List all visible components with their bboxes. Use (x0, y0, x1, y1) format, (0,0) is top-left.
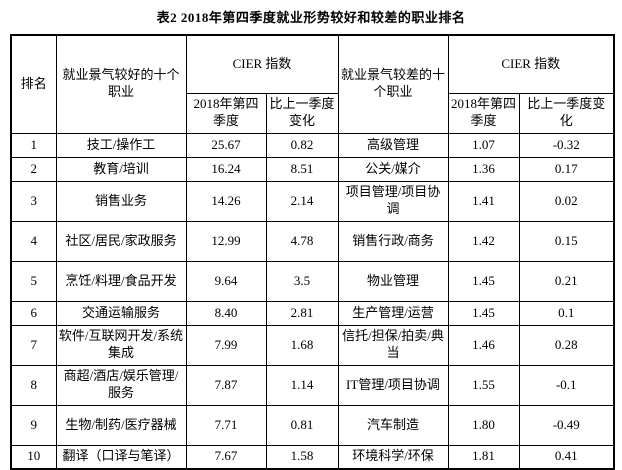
cell-bad-occupation: 信托/担保/拍卖/典当 (337, 324, 449, 366)
cell-good-cier: 7.67 (185, 444, 267, 470)
cell-bad-occupation: 销售行政/商务 (337, 220, 449, 262)
cell-rank: 1 (10, 132, 57, 158)
cell-bad-cier: 1.42 (447, 220, 520, 262)
cell-good-occupation: 软件/互联网开发/系统集成 (55, 324, 187, 366)
cell-bad-cier: 1.41 (447, 180, 520, 222)
cell-good-occupation: 商超/酒店/娱乐管理/服务 (55, 364, 187, 406)
cell-good-cier: 16.24 (185, 156, 267, 182)
header-change-good: 比上一季度变化 (265, 92, 339, 134)
cell-good-change: 3.5 (265, 260, 339, 302)
table-row: 4 社区/居民/家政服务 12.99 4.78 销售行政/商务 1.42 0.1… (10, 220, 615, 262)
cell-rank: 6 (10, 300, 57, 326)
cell-bad-cier: 1.45 (447, 260, 520, 302)
header-good-occupation: 就业景气较好的十个职业 (55, 34, 187, 134)
table-row: 8 商超/酒店/娱乐管理/服务 7.87 1.14 IT管理/项目协调 1.55… (10, 364, 615, 406)
cell-rank: 2 (10, 156, 57, 182)
header-cier-index-bad: CIER 指数 (447, 34, 615, 94)
cell-bad-change: 0.02 (518, 180, 615, 222)
cell-good-cier: 25.67 (185, 132, 267, 158)
cell-bad-occupation: 物业管理 (337, 260, 449, 302)
table-row: 5 烹饪/料理/食品开发 9.64 3.5 物业管理 1.45 0.21 (10, 260, 615, 302)
cell-bad-occupation: 高级管理 (337, 132, 449, 158)
cell-rank: 5 (10, 260, 57, 302)
cell-good-occupation: 烹饪/料理/食品开发 (55, 260, 187, 302)
cell-good-occupation: 销售业务 (55, 180, 187, 222)
header-q4-2018-bad: 2018年第四季度 (447, 92, 520, 134)
header-cier-index-good: CIER 指数 (185, 34, 339, 94)
cell-bad-change: 0.28 (518, 324, 615, 366)
header-change-bad: 比上一季度变化 (518, 92, 615, 134)
cell-bad-change: 0.17 (518, 156, 615, 182)
cell-good-cier: 14.26 (185, 180, 267, 222)
cell-bad-change: -0.49 (518, 404, 615, 446)
cell-rank: 3 (10, 180, 57, 222)
cell-good-change: 2.81 (265, 300, 339, 326)
table-row: 1 技工/操作工 25.67 0.82 高级管理 1.07 -0.32 (10, 132, 615, 158)
cell-good-occupation: 交通运输服务 (55, 300, 187, 326)
cell-bad-cier: 1.80 (447, 404, 520, 446)
cell-good-change: 1.58 (265, 444, 339, 470)
table-row: 2 教育/培训 16.24 8.51 公关/媒介 1.36 0.17 (10, 156, 615, 182)
cell-good-cier: 7.71 (185, 404, 267, 446)
cell-rank: 8 (10, 364, 57, 406)
cell-bad-cier: 1.81 (447, 444, 520, 470)
header-q4-2018-good: 2018年第四季度 (185, 92, 267, 134)
cell-bad-occupation: 环境科学/环保 (337, 444, 449, 470)
table-row: 9 生物/制药/医疗器械 7.71 0.81 汽车制造 1.80 -0.49 (10, 404, 615, 446)
cell-good-change: 0.81 (265, 404, 339, 446)
cell-bad-cier: 1.55 (447, 364, 520, 406)
header-rank: 排名 (10, 34, 57, 134)
cell-good-occupation: 生物/制药/医疗器械 (55, 404, 187, 446)
cell-good-occupation: 社区/居民/家政服务 (55, 220, 187, 262)
cell-good-change: 8.51 (265, 156, 339, 182)
cell-good-change: 1.14 (265, 364, 339, 406)
cell-good-cier: 8.40 (185, 300, 267, 326)
cell-good-cier: 9.64 (185, 260, 267, 302)
cell-good-cier: 7.87 (185, 364, 267, 406)
cell-good-cier: 7.99 (185, 324, 267, 366)
cell-bad-cier: 1.45 (447, 300, 520, 326)
table-row: 7 软件/互联网开发/系统集成 7.99 1.68 信托/担保/拍卖/典当 1.… (10, 324, 615, 366)
cell-bad-change: -0.1 (518, 364, 615, 406)
cell-bad-occupation: 公关/媒介 (337, 156, 449, 182)
cell-good-change: 0.82 (265, 132, 339, 158)
cell-good-cier: 12.99 (185, 220, 267, 262)
table-row: 3 销售业务 14.26 2.14 项目管理/项目协调 1.41 0.02 (10, 180, 615, 222)
table-caption: 表2 2018年第四季度就业形势较好和较差的职业排名 (156, 10, 466, 25)
occupation-ranking-table: 排名 就业景气较好的十个职业 CIER 指数 就业景气较差的十个职业 CIER … (10, 34, 615, 470)
header-bad-occupation: 就业景气较差的十个职业 (337, 34, 449, 134)
cell-good-change: 2.14 (265, 180, 339, 222)
cell-good-occupation: 教育/培训 (55, 156, 187, 182)
cell-good-change: 4.78 (265, 220, 339, 262)
cell-bad-cier: 1.07 (447, 132, 520, 158)
cell-rank: 10 (10, 444, 57, 470)
cell-bad-cier: 1.46 (447, 324, 520, 366)
cell-bad-change: 0.21 (518, 260, 615, 302)
cell-bad-change: 0.15 (518, 220, 615, 262)
cell-good-occupation: 技工/操作工 (55, 132, 187, 158)
cell-bad-change: -0.32 (518, 132, 615, 158)
cell-rank: 4 (10, 220, 57, 262)
cell-bad-cier: 1.36 (447, 156, 520, 182)
cell-bad-occupation: 汽车制造 (337, 404, 449, 446)
cell-bad-change: 0.41 (518, 444, 615, 470)
table-row: 10 翻译（口译与笔译） 7.67 1.58 环境科学/环保 1.81 0.41 (10, 444, 615, 470)
cell-rank: 7 (10, 324, 57, 366)
cell-good-change: 1.68 (265, 324, 339, 366)
cell-bad-change: 0.1 (518, 300, 615, 326)
cell-good-occupation: 翻译（口译与笔译） (55, 444, 187, 470)
cell-bad-occupation: 生产管理/运营 (337, 300, 449, 326)
table-row: 6 交通运输服务 8.40 2.81 生产管理/运营 1.45 0.1 (10, 300, 615, 326)
cell-rank: 9 (10, 404, 57, 446)
cell-bad-occupation: 项目管理/项目协调 (337, 180, 449, 222)
cell-bad-occupation: IT管理/项目协调 (337, 364, 449, 406)
